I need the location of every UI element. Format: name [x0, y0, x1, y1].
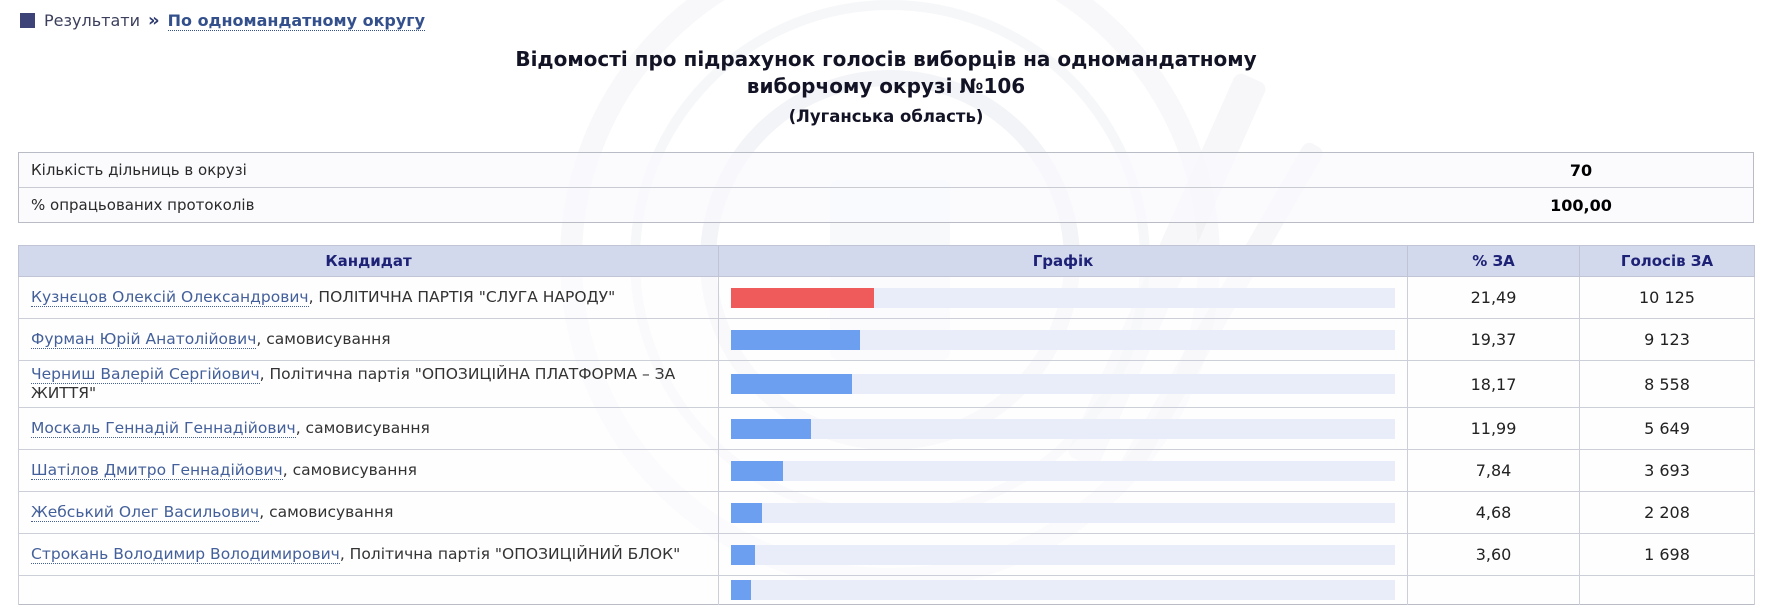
- result-bar: [731, 502, 763, 523]
- graph-cell: [718, 575, 1408, 605]
- result-row: Жебський Олег Васильович, самовисування …: [18, 491, 1755, 534]
- candidate-affiliation: , ПОЛІТИЧНА ПАРТІЯ "СЛУГА НАРОДУ": [308, 288, 616, 306]
- percent-cell: 21,49: [1407, 276, 1580, 319]
- votes-cell: [1579, 575, 1755, 605]
- breadcrumb-separator-icon: »: [147, 10, 160, 31]
- result-bar: [731, 544, 755, 565]
- bar-track: [731, 502, 1395, 523]
- result-row: Строкань Володимир Володимирович, Політи…: [18, 533, 1755, 576]
- votes-cell: 3 693: [1579, 449, 1755, 492]
- candidate-affiliation: , самовисування: [295, 419, 430, 437]
- header-percent: % ЗА: [1407, 245, 1580, 277]
- summary-label: Кількість дільниць в окрузі: [31, 161, 247, 179]
- results-header-row: Кандидат Графік % ЗА Голосів ЗА: [18, 245, 1755, 277]
- candidate-link[interactable]: Кузнєцов Олексій Олександрович: [31, 288, 309, 307]
- percent-cell: 11,99: [1407, 407, 1580, 450]
- candidate-affiliation: , самовисування: [282, 461, 417, 479]
- candidate-affiliation: , самовисування: [256, 330, 391, 348]
- votes-cell: 5 649: [1579, 407, 1755, 450]
- votes-cell: 9 123: [1579, 318, 1755, 361]
- candidate-cell: Шатілов Дмитро Геннадійович, самовисуван…: [18, 449, 719, 492]
- summary-table: Кількість дільниць в окрузі 70 % опрацьо…: [18, 152, 1754, 223]
- result-bar: [731, 418, 811, 439]
- page-title-block: Відомості про підрахунок голосів виборці…: [0, 46, 1772, 126]
- candidate-cell: [18, 575, 719, 605]
- results-table: Кандидат Графік % ЗА Голосів ЗА Кузнєцов…: [18, 245, 1755, 605]
- candidate-link[interactable]: Москаль Геннадій Геннадійович: [31, 419, 296, 438]
- graph-cell: [718, 491, 1408, 534]
- partial-result-row: [18, 575, 1755, 605]
- votes-cell: 1 698: [1579, 533, 1755, 576]
- graph-cell: [718, 318, 1408, 361]
- region-subtitle: (Луганська область): [788, 107, 984, 126]
- candidate-link[interactable]: Строкань Володимир Володимирович: [31, 545, 340, 564]
- bar-track: [731, 329, 1395, 350]
- percent-cell: 4,68: [1407, 491, 1580, 534]
- result-bar: [731, 374, 852, 394]
- summary-label: % опрацьованих протоколів: [31, 196, 255, 214]
- summary-row-protocols: % опрацьованих протоколів 100,00: [19, 187, 1753, 222]
- result-row: Москаль Геннадій Геннадійович, самовисув…: [18, 407, 1755, 450]
- breadcrumb-link-single-mandate[interactable]: По одномандатному округу: [167, 10, 426, 31]
- graph-cell: [718, 276, 1408, 319]
- candidate-affiliation: , Політична партія "ОПОЗИЦІЙНИЙ БЛОК": [339, 545, 681, 563]
- candidate-affiliation: , самовисування: [259, 503, 394, 521]
- summary-value: 70: [1569, 160, 1593, 180]
- percent-cell: 3,60: [1407, 533, 1580, 576]
- partial-bar: [731, 580, 751, 600]
- votes-cell: 2 208: [1579, 491, 1755, 534]
- graph-cell: [718, 533, 1408, 576]
- result-bar: [731, 329, 860, 350]
- result-row: Шатілов Дмитро Геннадійович, самовисуван…: [18, 449, 1755, 492]
- votes-cell: 8 558: [1579, 360, 1755, 408]
- candidate-cell: Москаль Геннадій Геннадійович, самовисув…: [18, 407, 719, 450]
- candidate-affiliation: , Політична партія "ОПОЗИЦІЙНА ПЛАТФОРМА…: [31, 365, 676, 402]
- percent-cell: 18,17: [1407, 360, 1580, 408]
- candidate-link[interactable]: Черниш Валерій Сергійович: [31, 365, 260, 384]
- bar-track: [731, 418, 1395, 439]
- result-row: Фурман Юрій Анатолійович, самовисування …: [18, 318, 1755, 361]
- summary-row-precincts: Кількість дільниць в окрузі 70: [19, 153, 1753, 187]
- bar-track: [731, 580, 1395, 600]
- bar-track: [731, 287, 1395, 308]
- header-candidate: Кандидат: [18, 245, 719, 277]
- result-row: Кузнєцов Олексій Олександрович, ПОЛІТИЧН…: [18, 276, 1755, 319]
- result-bar: [731, 460, 784, 481]
- bar-track: [731, 544, 1395, 565]
- candidate-cell: Жебський Олег Васильович, самовисування: [18, 491, 719, 534]
- percent-cell: 7,84: [1407, 449, 1580, 492]
- results-body: Кузнєцов Олексій Олександрович, ПОЛІТИЧН…: [18, 276, 1755, 605]
- candidate-cell: Фурман Юрій Анатолійович, самовисування: [18, 318, 719, 361]
- breadcrumb-section: Результати: [44, 11, 140, 30]
- candidate-link[interactable]: Шатілов Дмитро Геннадійович: [31, 461, 283, 480]
- breadcrumb-square-icon: [20, 13, 35, 28]
- candidate-cell: Черниш Валерій Сергійович, Політична пар…: [18, 360, 719, 408]
- candidate-cell: Строкань Володимир Володимирович, Політи…: [18, 533, 719, 576]
- candidate-cell: Кузнєцов Олексій Олександрович, ПОЛІТИЧН…: [18, 276, 719, 319]
- candidate-link[interactable]: Фурман Юрій Анатолійович: [31, 330, 257, 349]
- summary-value: 100,00: [1550, 195, 1612, 215]
- graph-cell: [718, 407, 1408, 450]
- breadcrumb: Результати » По одномандатному округу: [0, 0, 1772, 31]
- result-row: Черниш Валерій Сергійович, Політична пар…: [18, 360, 1755, 408]
- result-bar: [731, 287, 874, 308]
- candidate-link[interactable]: Жебський Олег Васильович: [31, 503, 260, 522]
- votes-cell: 10 125: [1579, 276, 1755, 319]
- page-title-line1: Відомості про підрахунок голосів виборці…: [515, 47, 1257, 71]
- graph-cell: [718, 360, 1408, 408]
- header-chart: Графік: [718, 245, 1408, 277]
- percent-cell: 19,37: [1407, 318, 1580, 361]
- percent-cell: [1407, 575, 1580, 605]
- page-title: Відомості про підрахунок голосів виборці…: [0, 46, 1772, 100]
- page-title-line2: виборчому окрузі №106: [746, 74, 1026, 98]
- bar-track: [731, 374, 1395, 394]
- graph-cell: [718, 449, 1408, 492]
- header-votes: Голосів ЗА: [1579, 245, 1755, 277]
- bar-track: [731, 460, 1395, 481]
